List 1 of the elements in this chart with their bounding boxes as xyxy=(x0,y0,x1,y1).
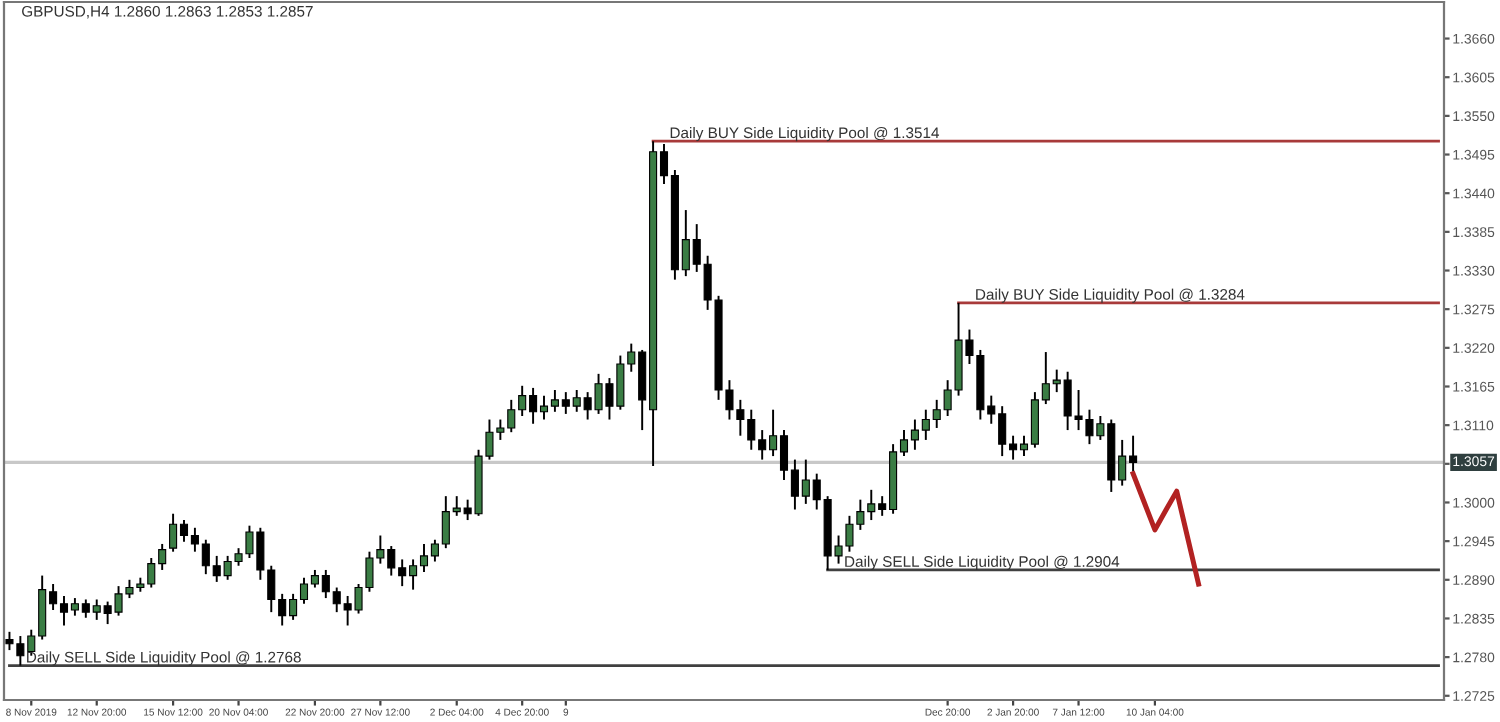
line-series xyxy=(1130,471,1202,587)
